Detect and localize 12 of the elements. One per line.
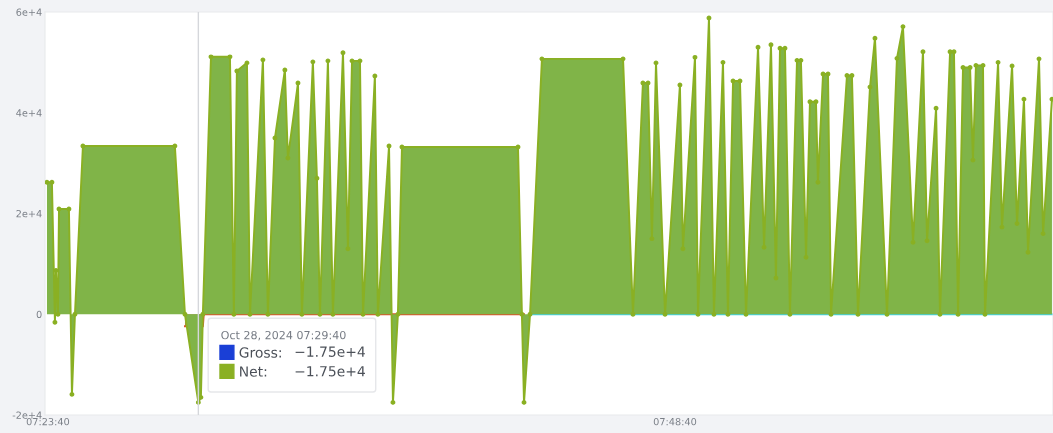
- y-tick-label: -2e+4: [12, 411, 42, 419]
- x-tick-label: 07:23:40: [26, 417, 70, 426]
- legend-title: Oct 28, 2024 07:29:40: [221, 330, 346, 341]
- legend-label: Gross:: [239, 347, 281, 358]
- y-tick-label: 4e+4: [16, 109, 42, 117]
- y-tick-label: 6e+4: [16, 8, 42, 16]
- legend-label: Net:: [240, 366, 267, 377]
- x-tick-label: 07:48:40: [653, 417, 697, 426]
- annotation: −1.75e+4: [295, 366, 365, 377]
- y-tick-label: 2e+4: [16, 209, 42, 218]
- y-tick-label: 0: [36, 310, 42, 319]
- annotation: −1.75e+4: [295, 346, 365, 357]
